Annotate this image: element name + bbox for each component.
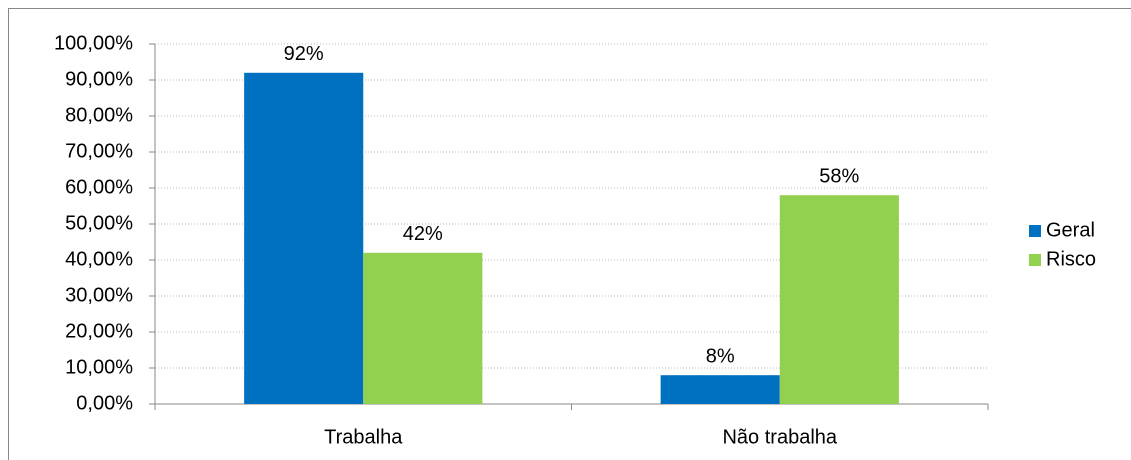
y-tick-label: 100,00% xyxy=(54,32,133,54)
legend-label: Geral xyxy=(1046,219,1095,241)
bar xyxy=(244,72,364,405)
y-tick-label: 80,00% xyxy=(65,104,133,126)
bar xyxy=(660,375,780,404)
bar xyxy=(363,252,483,404)
y-tick-label: 0,00% xyxy=(76,392,133,414)
legend-marker xyxy=(1029,225,1041,237)
x-tick-label: Não trabalha xyxy=(722,426,837,448)
y-tick-label: 40,00% xyxy=(65,248,133,270)
legend-marker xyxy=(1029,254,1041,266)
y-tick-label: 10,00% xyxy=(65,356,133,378)
x-tick-label: Trabalha xyxy=(324,426,403,448)
data-label: 58% xyxy=(819,165,859,187)
chart-frame xyxy=(8,8,1131,460)
data-label: 92% xyxy=(284,43,324,65)
y-tick-label: 90,00% xyxy=(65,68,133,90)
y-tick-label: 60,00% xyxy=(65,176,133,198)
y-tick-label: 70,00% xyxy=(65,140,133,162)
y-tick-label: 50,00% xyxy=(65,212,133,234)
data-label: 42% xyxy=(403,223,443,245)
bar xyxy=(779,195,899,404)
legend-label: Risco xyxy=(1046,248,1096,270)
y-tick-label: 30,00% xyxy=(65,284,133,306)
data-label: 8% xyxy=(706,345,735,367)
y-tick-label: 20,00% xyxy=(65,320,133,342)
